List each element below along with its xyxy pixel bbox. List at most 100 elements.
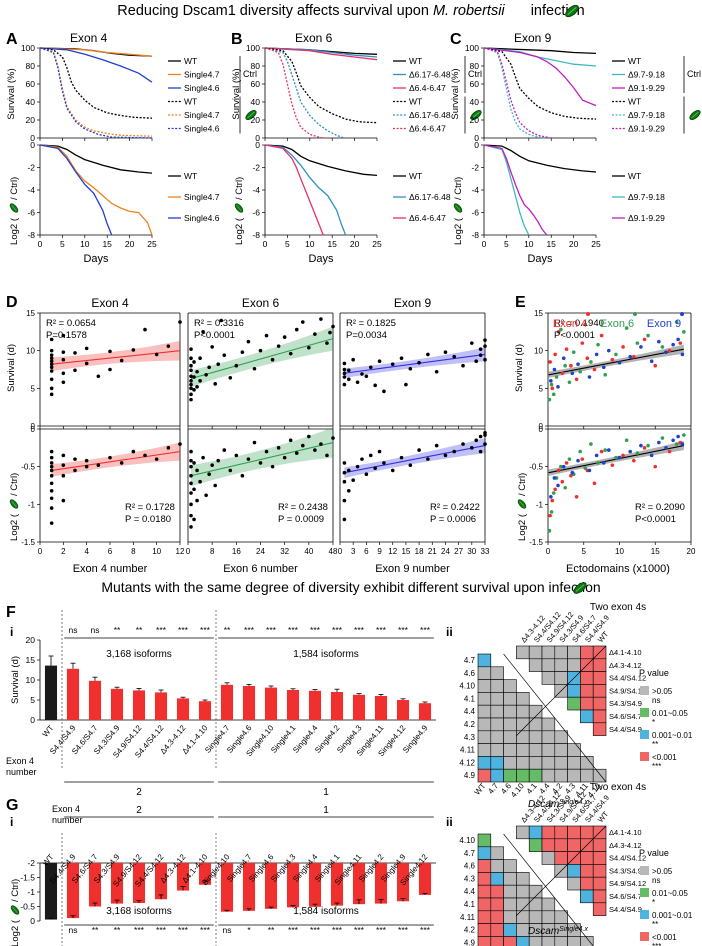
data-point [195, 369, 199, 374]
series-wt-ctrl- [483, 47, 597, 55]
y-axis-title-log2: Log2 ( / Ctrl) [453, 177, 464, 245]
data-point [192, 388, 196, 392]
y-tick-label: 10 [26, 347, 35, 356]
data-point [483, 442, 487, 446]
significance: ns [69, 925, 78, 935]
heat-cell [567, 743, 581, 757]
fit-confidence-band [548, 344, 684, 378]
significance: ** [224, 625, 231, 635]
bar [154, 692, 168, 720]
y-tick-label: -1 [28, 500, 36, 509]
heat-cell [580, 671, 594, 685]
data-point [478, 347, 483, 351]
legend-dot [633, 312, 637, 316]
point-exon-6 [660, 345, 665, 349]
heat-cell [554, 825, 568, 840]
row-label: 4.3 [464, 733, 476, 742]
data-point [483, 344, 487, 348]
bar [308, 690, 322, 720]
point-exon-6 [567, 457, 572, 461]
legend-label: 0.01~0.05 [652, 709, 688, 718]
data-point [276, 344, 281, 348]
legend-label: Exon 4 [553, 318, 587, 330]
data-point [222, 353, 227, 357]
legend-label: <0.001 [652, 933, 677, 942]
heat-cell [567, 684, 581, 698]
legend-ctrl-label: Ctrl [468, 69, 482, 79]
data-point [84, 346, 89, 351]
data-point [61, 380, 66, 385]
significance: *** [398, 625, 409, 635]
stat-p: P<0.0001 [554, 330, 595, 341]
data-point [204, 493, 208, 498]
point-exon-6 [589, 442, 593, 446]
data-point [443, 350, 448, 354]
heat-cell [592, 838, 607, 852]
point-exon-6 [563, 485, 567, 490]
legend-label: ns [652, 876, 660, 885]
significance: *** [288, 925, 299, 935]
y-tick-label: -1.5 [529, 538, 543, 547]
heat-cell [592, 722, 607, 736]
heat-cell [490, 743, 504, 757]
data-point [189, 368, 193, 373]
right-row-label: Δ4.1-4.10 [609, 648, 642, 657]
fit-line [51, 350, 181, 365]
heat-cell [580, 709, 594, 724]
heat-cell [490, 704, 504, 719]
legend-label: Δ6.17-6.48 [409, 70, 451, 80]
heat-cell [567, 756, 581, 770]
y-tick-label: 80 [251, 61, 261, 71]
data-point [189, 481, 193, 486]
y-tick-label: -1.5 [20, 873, 35, 883]
fit-confidence-band [344, 347, 485, 379]
col-label: 4.1 [525, 781, 539, 796]
chart-Gi: 0-0.5-1-1.5-2 WTnsS4.4/S4.9**S4.6/S4.7**S… [20, 804, 436, 946]
legend-swatch [640, 866, 649, 875]
fungus-icon-rib [11, 500, 17, 508]
data-point [49, 369, 54, 373]
heat-cell [503, 756, 517, 770]
point-exon-4 [550, 498, 555, 503]
x-tick-label: 3 [351, 547, 356, 556]
data-point [216, 458, 221, 463]
heat-cell [516, 825, 530, 840]
point-exon-4 [610, 463, 615, 467]
data-point [282, 335, 287, 339]
fungus-icon [517, 499, 527, 509]
heatmap-Fii: Two exon 4s 4.7 4.6 4.10 4.1 4.4 4.2 4.3 4.11 4.1… [459, 602, 692, 810]
data-point [192, 461, 196, 465]
data-point [360, 372, 364, 376]
heat-cell [477, 692, 492, 706]
series-wt [264, 144, 378, 177]
heat-cell [580, 768, 594, 783]
y-axis-title: Log2 ( [234, 217, 245, 245]
bar [66, 863, 80, 919]
heat-cell [477, 872, 492, 886]
heat-cell [580, 696, 594, 711]
heat-cell [490, 692, 504, 706]
heatmap-title: Two exon 4s [590, 602, 646, 613]
data-point [307, 434, 311, 439]
heat-cell [554, 743, 568, 757]
heat-cell [477, 897, 492, 912]
bar [264, 863, 278, 909]
data-point [154, 352, 159, 357]
series--6-17-6-48-infected- [264, 47, 346, 139]
significance: ** [136, 625, 143, 635]
point-exon-4 [592, 367, 597, 372]
col-label: WT [473, 781, 488, 796]
data-point [192, 375, 196, 379]
bar [418, 863, 432, 895]
point-exon-6 [624, 438, 629, 443]
series-single4-7-infected- [39, 47, 153, 137]
y-axis-title-end: / Ctrl) [453, 177, 464, 200]
legend-label: * [652, 898, 655, 907]
legend-title: P value [639, 668, 669, 678]
legend-label: Single4.6 [184, 83, 220, 93]
right-row-label: Δ4.3-4.12 [609, 841, 642, 850]
data-point [195, 385, 199, 389]
x-tick-label: 16 [232, 547, 241, 556]
x-tick-label: 24 [441, 547, 450, 556]
